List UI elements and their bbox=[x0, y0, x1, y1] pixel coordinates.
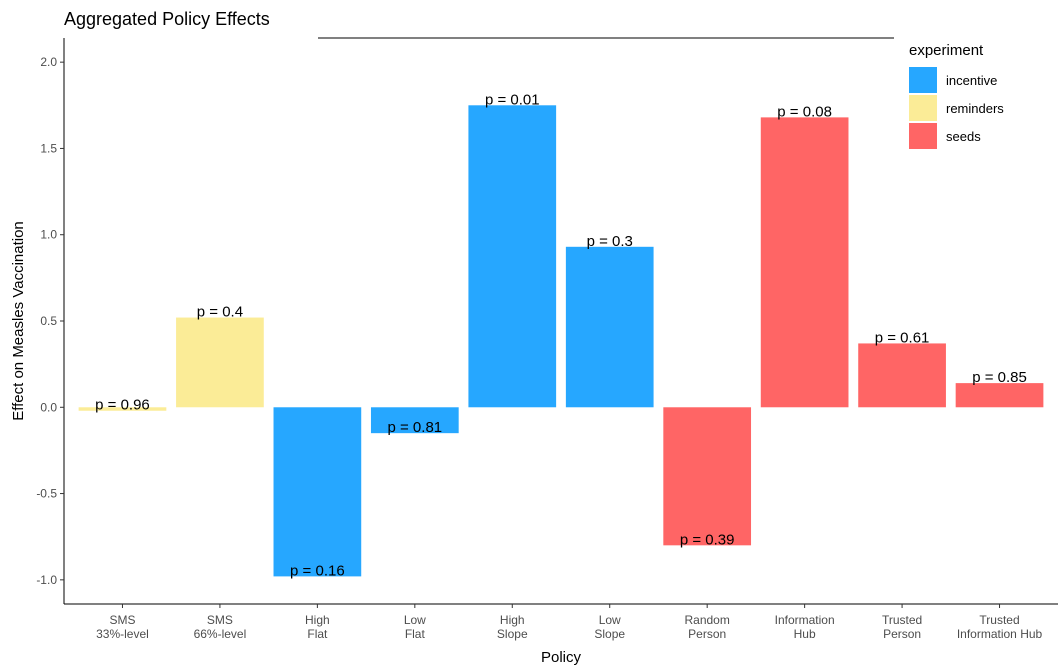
bar-high-slope bbox=[468, 105, 557, 408]
legend: experiment incentive reminders seeds bbox=[894, 36, 1058, 156]
p-value-label: p = 0.96 bbox=[95, 397, 150, 414]
bar-trusted-person bbox=[858, 343, 946, 408]
x-tick-label: 66%-level bbox=[194, 627, 247, 641]
x-tick-label: Person bbox=[883, 627, 921, 641]
chart-title: Aggregated Policy Effects bbox=[64, 9, 270, 29]
x-tick-label: SMS bbox=[207, 613, 233, 627]
y-tick-label: 0.0 bbox=[40, 400, 57, 414]
p-value-label: p = 0.01 bbox=[485, 91, 540, 108]
legend-swatch-incentive bbox=[909, 67, 937, 93]
p-value-label: p = 0.81 bbox=[388, 419, 443, 436]
y-tick-label: -1.0 bbox=[36, 573, 57, 587]
x-tick-label: Slope bbox=[497, 627, 528, 641]
x-axis-label: Policy bbox=[541, 649, 582, 666]
x-axis-ticks: SMS33%-levelSMS66%-levelHighFlatLowFlatH… bbox=[96, 604, 1043, 641]
bar-low-flat bbox=[370, 407, 459, 434]
x-tick-label: 33%-level bbox=[96, 627, 149, 641]
x-tick-label: Hub bbox=[794, 627, 816, 641]
x-tick-label: Low bbox=[404, 613, 426, 627]
x-tick-label: Slope bbox=[594, 627, 625, 641]
y-tick-label: -0.5 bbox=[36, 487, 57, 501]
bar-sms-33-level bbox=[78, 407, 167, 411]
x-tick-label: Low bbox=[599, 613, 621, 627]
p-value-label: p = 0.39 bbox=[680, 531, 735, 548]
bar-information-hub bbox=[760, 117, 849, 408]
x-tick-label: High bbox=[500, 613, 525, 627]
y-tick-label: 1.5 bbox=[40, 141, 57, 155]
p-value-label: p = 0.85 bbox=[972, 369, 1027, 386]
legend-swatch-seeds bbox=[909, 123, 937, 149]
legend-label-seeds: seeds bbox=[946, 129, 981, 144]
x-tick-label: SMS bbox=[109, 613, 135, 627]
plot-area: p = 0.96 p = 0.4 p = 0.16 p = 0.81 p = 0.01 p… bbox=[36, 37, 1058, 641]
legend-entries: incentive reminders seeds bbox=[909, 67, 1004, 149]
p-value-labels: p = 0.96 p = 0.4 p = 0.16 p = 0.81 p = 0.01 p… bbox=[95, 91, 1027, 579]
x-tick-label: Information bbox=[775, 613, 835, 627]
p-value-label: p = 0.4 bbox=[197, 304, 243, 321]
x-tick-label: Information Hub bbox=[957, 627, 1043, 641]
legend-label-reminders: reminders bbox=[946, 101, 1004, 116]
bar-high-flat bbox=[273, 407, 362, 577]
bar-low-slope bbox=[565, 246, 654, 408]
p-value-label: p = 0.16 bbox=[290, 562, 345, 579]
x-tick-label: Person bbox=[688, 627, 726, 641]
p-value-label: p = 0.3 bbox=[587, 233, 633, 250]
y-tick-label: 0.5 bbox=[40, 314, 57, 328]
x-tick-label: Flat bbox=[307, 627, 328, 641]
p-value-label: p = 0.61 bbox=[875, 329, 930, 346]
y-axis-label: Effect on Measles Vaccination bbox=[10, 221, 27, 421]
y-axis-ticks: 2.0 1.5 1.0 0.5 0.0 -0.5 -1.0 bbox=[36, 55, 64, 587]
legend-label-incentive: incentive bbox=[946, 73, 997, 88]
p-value-label: p = 0.08 bbox=[777, 103, 832, 120]
legend-title: experiment bbox=[909, 42, 984, 59]
x-tick-label: High bbox=[305, 613, 330, 627]
legend-swatch-reminders bbox=[909, 95, 937, 121]
bars-group bbox=[78, 105, 1044, 577]
bar-trusted-information-hub bbox=[955, 383, 1044, 408]
x-tick-label: Flat bbox=[405, 627, 426, 641]
x-tick-label: Random bbox=[684, 613, 729, 627]
y-tick-label: 2.0 bbox=[40, 55, 57, 69]
bar-random-person bbox=[663, 407, 752, 546]
bar-sms-66-level bbox=[176, 317, 264, 408]
x-tick-label: Trusted bbox=[882, 613, 922, 627]
y-tick-label: 1.0 bbox=[40, 228, 57, 242]
x-tick-label: Trusted bbox=[979, 613, 1019, 627]
